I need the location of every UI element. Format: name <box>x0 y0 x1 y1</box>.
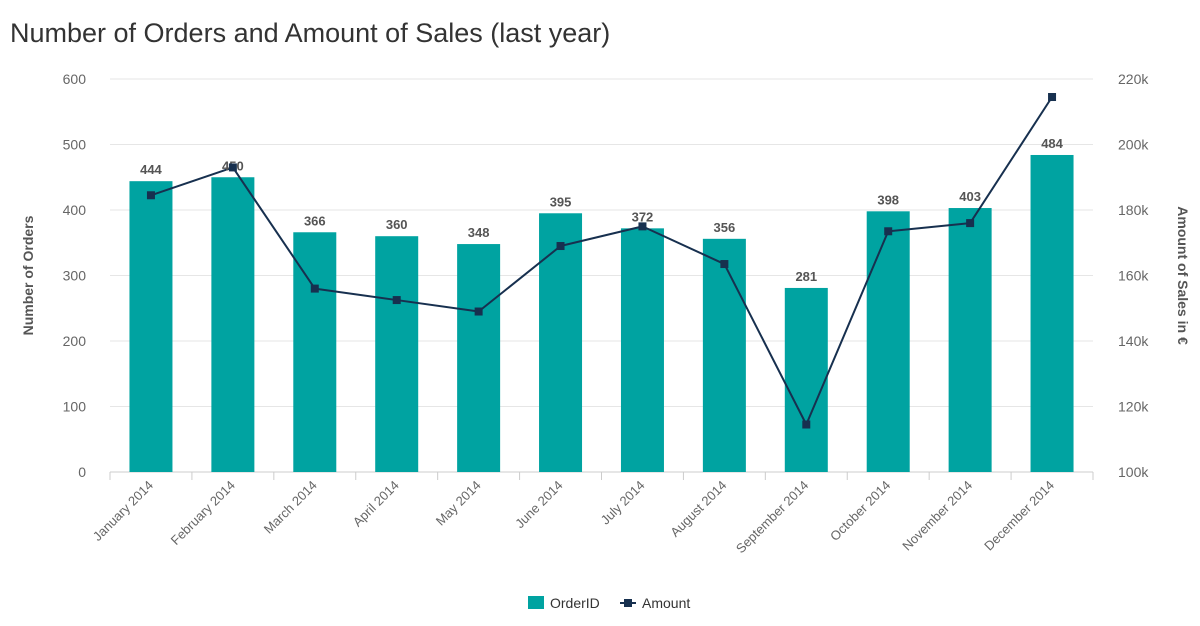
x-tick-label: October 2014 <box>827 478 893 544</box>
line-point-amount <box>310 284 319 293</box>
line-point-amount <box>228 163 237 172</box>
y-left-tick-label: 500 <box>63 137 87 153</box>
bar-data-label: 398 <box>877 192 899 207</box>
line-point-amount <box>638 222 647 231</box>
bar-data-label: 403 <box>959 189 981 204</box>
bar-data-label: 356 <box>714 220 736 235</box>
y-right-tick-label: 180k <box>1118 202 1149 218</box>
legend-label-amount: Amount <box>642 595 690 611</box>
y-right-tick-label: 100k <box>1118 464 1149 480</box>
line-point-amount <box>474 307 483 316</box>
x-tick-label: May 2014 <box>433 478 484 529</box>
bar-orders <box>293 232 337 472</box>
bar-orders <box>620 228 664 472</box>
chart-title: Number of Orders and Amount of Sales (la… <box>10 18 611 48</box>
x-tick-label: March 2014 <box>261 478 320 537</box>
y-right-axis-title: Amount of Sales in € <box>1175 206 1191 345</box>
x-tick-label: August 2014 <box>667 478 729 540</box>
legend-label-orderid: OrderID <box>550 595 600 611</box>
bar-data-label: 348 <box>468 225 490 240</box>
bar-data-label: 484 <box>1041 136 1063 151</box>
bar-data-label: 444 <box>140 162 162 177</box>
bar-orders <box>1030 154 1074 473</box>
y-left-tick-label: 600 <box>63 71 87 87</box>
y-right-tick-label: 140k <box>1118 333 1149 349</box>
bar-orders <box>539 213 583 472</box>
y-left-tick-label: 300 <box>63 268 87 284</box>
x-tick-label: January 2014 <box>90 478 156 544</box>
line-point-amount <box>720 260 729 269</box>
y-left-tick-label: 400 <box>63 202 87 218</box>
y-right-tick-label: 120k <box>1118 399 1149 415</box>
y-left-tick-label: 0 <box>78 464 86 480</box>
bar-orders <box>457 244 501 472</box>
bar-orders <box>129 181 173 472</box>
y-left-axis-title: Number of Orders <box>20 215 36 335</box>
line-point-amount <box>966 219 975 228</box>
bar-orders <box>784 287 828 472</box>
x-tick-label: February 2014 <box>168 478 238 548</box>
bar-data-label: 360 <box>386 217 408 232</box>
line-point-amount <box>884 227 893 236</box>
x-tick-label: July 2014 <box>598 478 648 528</box>
line-amount <box>150 96 1053 426</box>
legend-swatch-orderid <box>528 596 544 609</box>
y-right-tick-label: 220k <box>1118 71 1149 87</box>
line-point-amount <box>146 191 155 200</box>
bar-data-label: 281 <box>795 269 817 284</box>
x-tick-label: December 2014 <box>981 478 1057 554</box>
line-point-amount <box>1048 93 1057 102</box>
bar-orders <box>866 211 910 472</box>
bar-orders <box>375 236 419 472</box>
bar-orders <box>211 177 255 472</box>
legend-marker-amount <box>624 599 632 607</box>
x-tick-label: June 2014 <box>512 478 566 532</box>
line-point-amount <box>556 242 565 251</box>
line-point-amount <box>802 420 811 429</box>
bar-data-label: 395 <box>550 194 572 209</box>
bar-data-label: 372 <box>632 209 654 224</box>
bar-data-label: 366 <box>304 213 326 228</box>
y-left-tick-label: 200 <box>63 333 87 349</box>
bar-orders <box>702 238 746 472</box>
line-point-amount <box>392 296 401 305</box>
y-left-tick-label: 100 <box>63 399 87 415</box>
x-tick-label: November 2014 <box>899 478 975 554</box>
bar-orders <box>948 208 992 472</box>
y-right-tick-label: 160k <box>1118 268 1149 284</box>
x-tick-label: April 2014 <box>350 478 402 530</box>
x-tick-label: September 2014 <box>733 478 812 557</box>
y-right-tick-label: 200k <box>1118 137 1149 153</box>
